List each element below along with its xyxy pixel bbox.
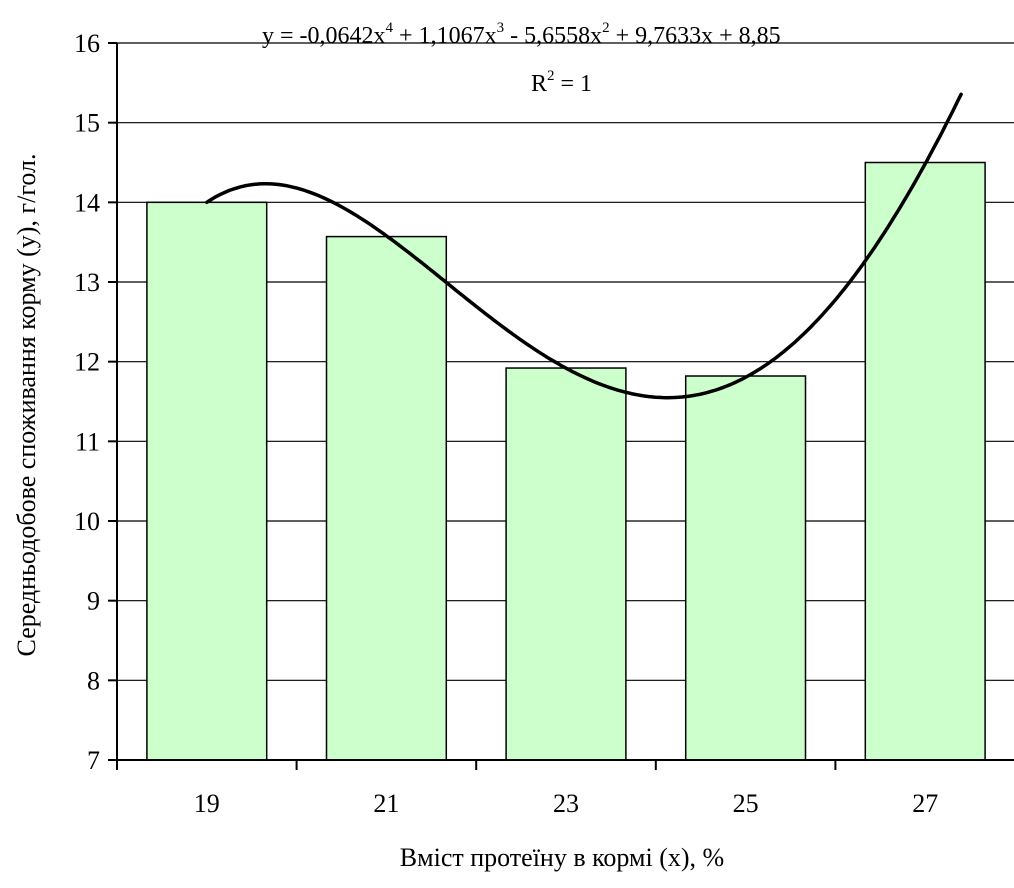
y-tick-label: 11 xyxy=(75,427,100,456)
trendline xyxy=(205,92,963,400)
x-axis-title: Вміст протеїну в кормі (x), % xyxy=(400,843,724,872)
y-tick-label: 9 xyxy=(87,587,100,616)
bar xyxy=(325,235,448,761)
y-tick-label: 16 xyxy=(74,29,100,58)
y-axis-title: Середньодобове споживання корму (y), г/г… xyxy=(12,154,41,657)
x-tick-label: 25 xyxy=(733,789,759,818)
axes xyxy=(116,43,1014,761)
bars xyxy=(146,161,986,761)
x-tick-label: 23 xyxy=(553,789,579,818)
bar xyxy=(864,161,986,761)
y-tick-label: 14 xyxy=(74,188,100,217)
y-tick-label: 7 xyxy=(87,746,100,775)
y-tick-label: 15 xyxy=(74,109,100,138)
y-tick-label: 13 xyxy=(74,268,100,297)
x-tick-label: 21 xyxy=(373,789,399,818)
y-tick-label: 8 xyxy=(87,666,100,695)
bar xyxy=(684,375,807,761)
x-tick-label: 19 xyxy=(194,789,220,818)
x-ticks: 19 21 23 25 27 xyxy=(116,760,938,818)
trendline-equation: y = -0,0642x4 + 1,1067x3 - 5,6558x2 + 9,… xyxy=(262,20,781,49)
y-ticks: 7 8 9 10 11 12 13 14 15 16 xyxy=(74,29,117,775)
bar xyxy=(146,201,268,761)
x-tick-label: 27 xyxy=(912,789,938,818)
y-tick-label: 10 xyxy=(74,507,100,536)
trendline-r-squared: R2 = 1 xyxy=(531,68,592,97)
bar xyxy=(505,367,627,761)
y-tick-label: 12 xyxy=(74,348,100,377)
